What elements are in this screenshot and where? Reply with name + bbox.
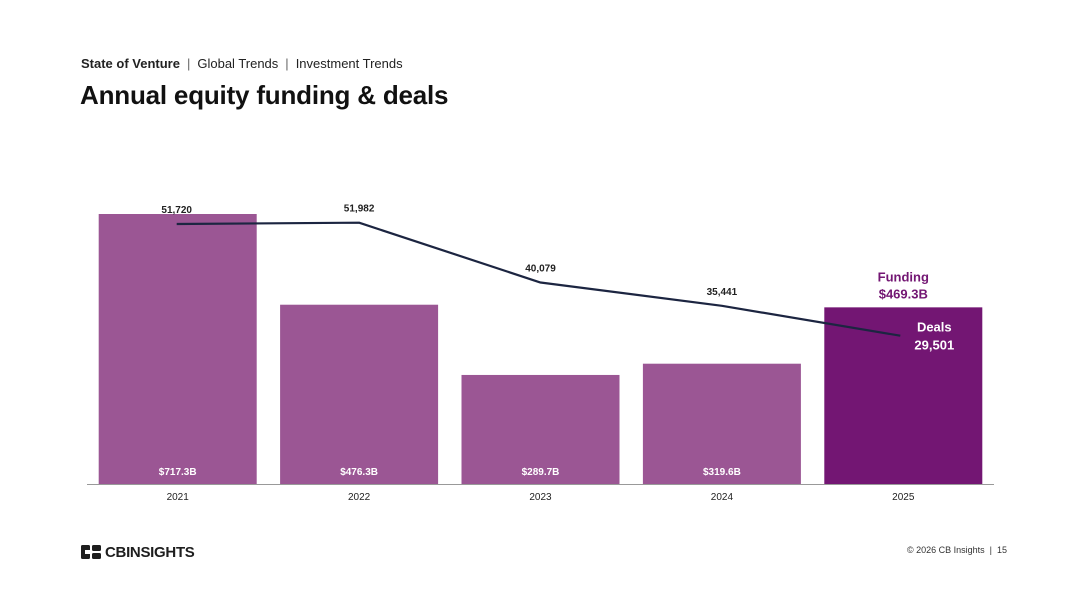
x-tick-label-2021: 2021 xyxy=(167,492,190,503)
page-number: 15 xyxy=(996,545,1007,555)
footer: © 2026 CB Insights | 15 xyxy=(907,545,1007,555)
deals-value-label-2023: 40,079 xyxy=(525,264,556,275)
deals-value-label-2024: 35,441 xyxy=(707,287,738,298)
breadcrumb-item-investment-trends[interactable]: Investment Trends xyxy=(295,56,403,71)
bar-2021 xyxy=(98,214,257,484)
bar-value-label-2024: $319.6B xyxy=(703,467,741,478)
logo-text: CBINSIGHTS xyxy=(105,543,195,561)
bar-2023 xyxy=(461,374,620,484)
deals-value-label-2021: 51,720 xyxy=(161,205,192,216)
deals-line xyxy=(176,221,901,337)
deals-callout-title: Deals xyxy=(917,319,952,334)
bar-value-label-2023: $289.7B xyxy=(522,467,560,478)
deals-callout-value: 29,501 xyxy=(914,337,954,352)
bar-2022 xyxy=(280,304,439,484)
x-tick-label-2025: 2025 xyxy=(892,492,915,503)
cb-insights-logo-icon xyxy=(81,545,101,559)
breadcrumb: State of Venture | Global Trends | Investmen… xyxy=(81,56,403,71)
breadcrumb-separator: | xyxy=(186,56,191,71)
page-title: Annual equity funding & deals xyxy=(80,80,449,110)
breadcrumb-item-global-trends[interactable]: Global Trends xyxy=(197,56,279,71)
bar-value-label-2022: $476.3B xyxy=(340,467,378,478)
bar-2024 xyxy=(642,363,801,484)
cb-insights-logo: CBINSIGHTS xyxy=(81,543,195,561)
funding-callout-value: $469.3B xyxy=(879,286,928,301)
deals-value-label-2022: 51,982 xyxy=(344,204,375,215)
copyright-text: © 2026 CB Insights xyxy=(906,545,985,555)
breadcrumb-separator: | xyxy=(285,56,289,71)
breadcrumb-item-state-of-venture[interactable]: State of Venture xyxy=(81,56,180,71)
footer-separator: | xyxy=(989,545,992,555)
bar-2025 xyxy=(824,307,983,484)
bar-value-label-2021: $717.3B xyxy=(159,467,197,478)
x-tick-label-2022: 2022 xyxy=(348,492,371,503)
x-tick-label-2023: 2023 xyxy=(529,492,552,503)
x-tick-label-2024: 2024 xyxy=(711,492,734,503)
funding-callout-title: Funding xyxy=(878,269,929,284)
